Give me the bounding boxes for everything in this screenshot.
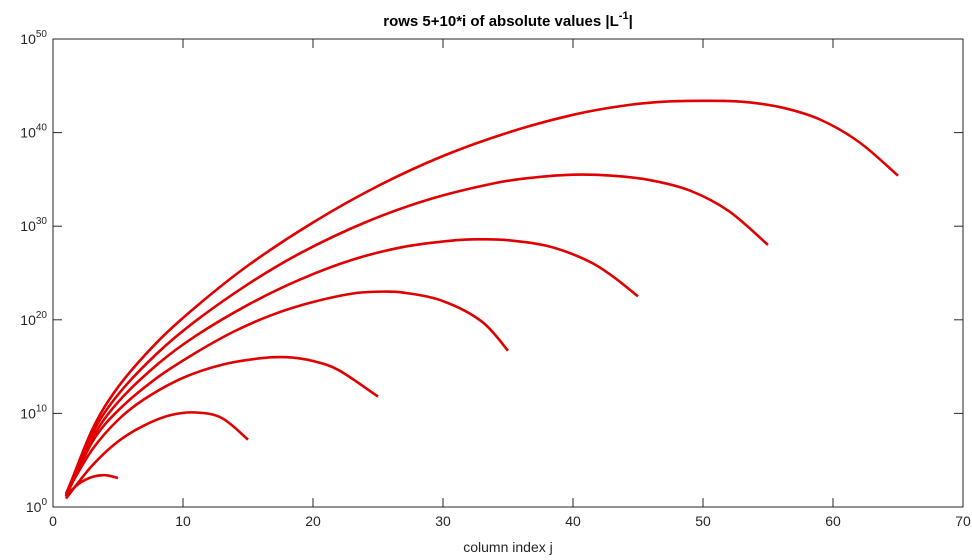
- axes-box: [52, 38, 964, 508]
- y-tick-label: 100: [26, 497, 48, 515]
- y-tick-label: 1040: [20, 123, 47, 141]
- x-tick-label: 30: [435, 513, 451, 529]
- x-tick-label: 60: [825, 513, 841, 529]
- series-group: [64, 99, 899, 500]
- y-tick-label: 1010: [20, 403, 47, 421]
- x-tick-label: 10: [175, 513, 191, 529]
- series-line-row-25: [64, 355, 379, 495]
- y-tick-label-exponent: 50: [36, 29, 48, 40]
- x-tick-label: 50: [695, 513, 711, 529]
- series-line-row-45: [64, 237, 639, 497]
- y-tick-label-base: 10: [20, 218, 36, 234]
- y-tick-label-base: 10: [20, 405, 36, 421]
- chart-title-superscript: -1: [619, 10, 629, 22]
- x-tick-label: 20: [305, 513, 321, 529]
- y-tick-label-base: 10: [20, 125, 36, 141]
- series-line-row-15: [64, 411, 249, 500]
- x-tick-label: 70: [955, 513, 971, 529]
- y-tick-label-exponent: 10: [36, 403, 48, 414]
- y-tick-label-exponent: 20: [36, 310, 48, 321]
- y-tick-label-exponent: 40: [36, 123, 48, 134]
- x-tick-label: 0: [49, 513, 57, 529]
- y-tick-label: 1020: [20, 310, 47, 328]
- x-axis-ticks: [52, 39, 964, 507]
- chart-title: rows 5+10*i of absolute values |L-1|: [383, 10, 633, 30]
- y-tick-label-base: 10: [26, 499, 42, 515]
- series-line-row-55: [64, 173, 769, 495]
- y-tick-label: 1050: [20, 29, 47, 47]
- y-tick-label: 1030: [20, 216, 47, 234]
- y-tick-label-base: 10: [20, 312, 36, 328]
- series-line-row-65: [64, 99, 899, 497]
- y-axis-ticks: [53, 38, 963, 508]
- x-axis-label: column index j: [463, 539, 553, 555]
- series-line-row-35: [64, 290, 509, 498]
- y-tick-label-base: 10: [20, 31, 36, 47]
- plot-area: [52, 38, 964, 508]
- x-axis-tick-labels: 0 10 20 30 40 50 60 70: [49, 513, 971, 529]
- x-tick-label: 40: [565, 513, 581, 529]
- y-tick-label-exponent: 30: [36, 216, 48, 227]
- chart-title-end: |: [629, 13, 633, 30]
- y-tick-label-exponent: 0: [41, 497, 47, 508]
